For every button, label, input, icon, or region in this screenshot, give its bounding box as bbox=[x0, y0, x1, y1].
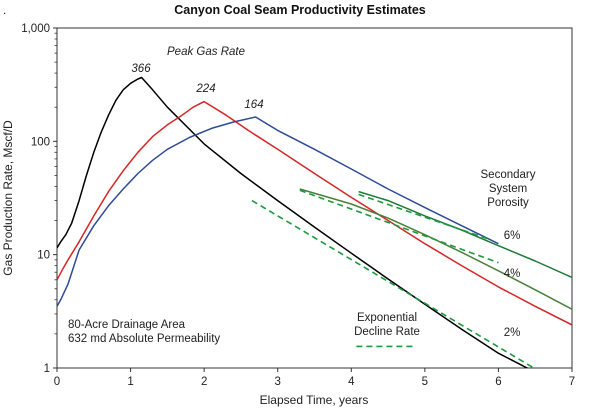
peak-label-366: 366 bbox=[131, 63, 151, 75]
series-line-4pct-tail bbox=[299, 188, 572, 310]
x-tick-label: 4 bbox=[348, 376, 355, 388]
decline-line bbox=[299, 189, 499, 264]
peak-gas-rate-label: Peak Gas Rate bbox=[167, 46, 245, 58]
y-tick-label: 1 bbox=[44, 363, 50, 375]
x-tick-label: 1 bbox=[127, 376, 133, 388]
series-line-black bbox=[57, 76, 529, 368]
corner-mark: . bbox=[3, 5, 6, 17]
x-tick-label: 6 bbox=[495, 376, 501, 388]
secondary-label-2: System bbox=[489, 183, 527, 195]
decline-line bbox=[358, 193, 492, 241]
series-line-6pct-tail bbox=[358, 190, 572, 279]
porosity-4pct-label: 4% bbox=[504, 268, 521, 280]
plot-area bbox=[57, 76, 572, 368]
x-tick-label: 5 bbox=[422, 376, 428, 388]
x-tick-label: 3 bbox=[275, 376, 281, 388]
y-axis-label: Gas Production Rate, Mscf/D bbox=[1, 120, 15, 276]
decline-line bbox=[251, 199, 536, 368]
x-axis-label: Elapsed Time, years bbox=[260, 393, 369, 407]
secondary-label-3: Porosity bbox=[487, 197, 529, 209]
series-line-red bbox=[57, 100, 572, 326]
drainage-area-label: 80-Acre Drainage Area bbox=[68, 319, 186, 331]
porosity-6pct-label: 6% bbox=[504, 230, 521, 242]
series-layer bbox=[57, 76, 572, 368]
exponential-label-1: Exponential bbox=[357, 312, 417, 324]
y-tick-label: 10 bbox=[37, 250, 50, 262]
peak-label-224: 224 bbox=[195, 83, 215, 95]
y-tick-label: 100 bbox=[31, 136, 50, 148]
porosity-2pct-label: 2% bbox=[504, 327, 521, 339]
chart-title: Canyon Coal Seam Productivity Estimates bbox=[174, 3, 426, 17]
y-tick-label: 1,000 bbox=[21, 23, 50, 35]
x-tick-label: 0 bbox=[54, 376, 60, 388]
secondary-label-1: Secondary bbox=[481, 169, 536, 181]
peak-label-164: 164 bbox=[244, 99, 263, 111]
permeability-label: 632 md Absolute Permeability bbox=[68, 333, 220, 345]
series-line-blue bbox=[57, 116, 499, 307]
plot-frame bbox=[56, 27, 573, 369]
exponential-label-2: Decline Rate bbox=[354, 326, 420, 338]
x-tick-label: 2 bbox=[201, 376, 207, 388]
x-tick-label: 7 bbox=[569, 376, 575, 388]
